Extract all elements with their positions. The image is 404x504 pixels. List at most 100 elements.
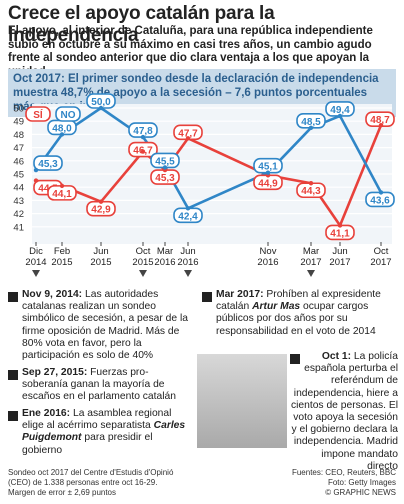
- note-ene-2016: Ene 2016: La asamblea regional elige al …: [22, 408, 194, 457]
- x-tick-label-month: Nov: [260, 246, 277, 257]
- note-1-date: Nov 9, 2014:: [22, 289, 83, 300]
- note-4-text-b: ocupar cargos públicos por dos años por …: [216, 301, 376, 337]
- y-tick-label: 45: [13, 170, 24, 181]
- note-1-text: Las autoridades catalanas realizan un so…: [22, 289, 188, 362]
- data-point: [33, 167, 39, 173]
- data-point: [98, 105, 104, 111]
- x-tick-label-year: 2017: [300, 257, 321, 268]
- x-tick-label-year: 2015: [132, 257, 153, 268]
- x-tick-label-year: 2017: [370, 257, 391, 268]
- x-tick-label-month: Mar: [157, 246, 173, 257]
- x-tick-label-year: 2016: [177, 257, 198, 268]
- page-title: Crece el apoyo catalán para la independe…: [8, 3, 275, 46]
- note-4-date: Mar 2017:: [216, 289, 264, 300]
- data-label: 42,9: [91, 205, 111, 216]
- event-pointer: [307, 270, 315, 277]
- bullet-3: [8, 411, 18, 421]
- footer-source-left: Sondeo oct 2017 del Centre d'Estudis d'O…: [8, 468, 208, 498]
- data-label: 45,5: [155, 156, 175, 167]
- data-point: [185, 136, 191, 141]
- data-label: 45,3: [155, 173, 175, 184]
- data-label: 44,9: [258, 178, 278, 189]
- y-tick-label: 46: [13, 156, 24, 167]
- portrait-photo: [197, 354, 287, 448]
- note-3-date: Ene 2016:: [22, 408, 71, 419]
- data-label: 47,7: [178, 128, 198, 139]
- data-label: 42,4: [178, 211, 198, 222]
- footer-source-right: Fuentes: CEO, Reuters, BBC Foto: Getty I…: [250, 468, 396, 498]
- note-3-text-a: La asamblea regional elige al acérrimo s…: [22, 408, 172, 432]
- data-label-box: [33, 155, 63, 171]
- y-tick-label: 49: [13, 117, 24, 128]
- data-label: 48,7: [370, 115, 390, 126]
- note-3-text-b: para presidir el gobierno: [22, 432, 153, 456]
- x-tick-label-month: Jun: [93, 246, 108, 257]
- y-tick-label: 43: [13, 196, 24, 207]
- x-tick-label-year: 2014: [25, 257, 46, 268]
- event-pointer: [184, 270, 192, 277]
- footer-left-3: Margen de error ± 2,69 puntos: [8, 488, 117, 497]
- legend-box: [25, 106, 51, 122]
- bullet-2: [8, 370, 18, 380]
- y-tick-label: 42: [13, 209, 24, 220]
- x-tick-label-month: Dic: [29, 246, 43, 257]
- bullet-5: [290, 354, 300, 364]
- data-label: 45,1: [258, 162, 278, 173]
- legend-label: SÍ: [33, 108, 43, 121]
- y-tick-label: 41: [13, 222, 24, 233]
- data-point: [337, 223, 343, 228]
- data-point: [308, 181, 314, 186]
- footer-left-1: Sondeo oct 2017 del Centre d'Estudis d'O…: [8, 468, 174, 477]
- data-point: [265, 170, 271, 175]
- legend-label: NO: [61, 110, 76, 121]
- footer-right-3: © GRAPHIC NEWS: [325, 488, 396, 497]
- data-label: 44,1: [52, 189, 72, 200]
- data-label: 43,6: [370, 195, 390, 206]
- event-pointer: [139, 270, 147, 277]
- data-point: [59, 132, 65, 137]
- bullet-1: [8, 292, 18, 302]
- event-pointer: [32, 270, 40, 277]
- note-oct-2017: Oct 1: La policía española perturba el r…: [290, 351, 398, 473]
- note-5-text: La policía española perturba el referénd…: [290, 351, 398, 472]
- data-label: 45,3: [38, 159, 58, 170]
- x-tick-label-month: Oct: [136, 246, 151, 257]
- x-tick-label-year: 2015: [90, 257, 111, 268]
- subtitle: El apoyo, al interior de Cataluña, para …: [8, 25, 373, 78]
- data-point: [308, 125, 314, 130]
- data-point: [378, 122, 384, 128]
- x-tick-label-year: 2017: [329, 257, 350, 268]
- x-tick-label-month: Feb: [54, 246, 70, 257]
- x-tick-label-year: 2016: [154, 257, 175, 268]
- note-5-date: Oct 1:: [321, 351, 352, 362]
- footer-left-2: (CEO) de 1.338 personas entre oct 16-29.: [8, 478, 158, 487]
- x-tick-label-month: Jun: [180, 246, 195, 257]
- note-3-name: Carles Puigdemont: [22, 420, 186, 444]
- note-2-date: Sep 27, 2015:: [22, 367, 88, 378]
- data-label: 50,0: [91, 97, 111, 108]
- note-2-text: Fuerzas pro-soberanía ganan la mayoría d…: [22, 367, 176, 403]
- data-point: [185, 206, 191, 211]
- x-tick-label-month: Mar: [303, 246, 319, 257]
- data-label: 41,1: [330, 228, 350, 239]
- note-mar-2017: Mar 2017: Prohíben al expresidente catal…: [216, 289, 398, 338]
- legend-box: [55, 106, 81, 122]
- y-tick-label: 50: [13, 104, 24, 115]
- x-tick-label-month: Jun: [332, 246, 347, 257]
- y-tick-label: 44: [13, 183, 24, 194]
- data-point: [59, 183, 65, 189]
- data-point: [337, 113, 343, 119]
- data-label: 48,5: [301, 117, 321, 128]
- data-point: [98, 199, 104, 204]
- data-point: [140, 149, 146, 154]
- note-4-text-a: Prohíben al expresidente catalán: [216, 289, 381, 313]
- x-tick-label-month: Oct: [374, 246, 389, 257]
- y-tick-label: 48: [13, 130, 24, 141]
- x-tick-label-year: 2016: [257, 257, 278, 268]
- data-label: 49,4: [330, 105, 350, 116]
- bullet-4: [202, 292, 212, 302]
- x-tick-label-year: 2015: [51, 257, 72, 268]
- footer-right-1: Fuentes: CEO, Reuters, BBC: [291, 468, 396, 477]
- data-point: [140, 134, 146, 140]
